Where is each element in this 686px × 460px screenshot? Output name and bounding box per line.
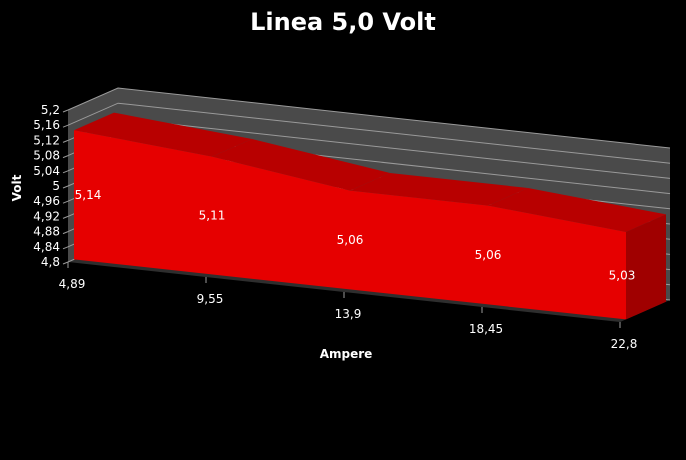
area-top-segment xyxy=(212,139,390,191)
y-tick-label: 5,16 xyxy=(33,118,60,132)
data-label: 5,14 xyxy=(75,188,102,202)
x-axis-tick-labels: 4,89 9,55 13,9 18,45 22,8 xyxy=(59,262,638,351)
y-tick-mark xyxy=(62,231,69,235)
y-tick-mark xyxy=(62,185,69,189)
y-tick-mark xyxy=(62,155,69,159)
gridline xyxy=(67,87,671,149)
y-tick-mark xyxy=(62,124,69,128)
y-tick-mark xyxy=(62,139,69,143)
data-label: 5,06 xyxy=(337,233,364,247)
area-top-segment xyxy=(350,173,528,206)
y-tick-mark xyxy=(62,109,69,113)
chart-title: Linea 5,0 Volt xyxy=(250,8,436,36)
data-label: 5,11 xyxy=(199,209,226,223)
y-axis-title: Volt xyxy=(10,174,24,201)
y-tick-label: 5,12 xyxy=(33,133,60,147)
x-tick-label: 13,9 xyxy=(335,307,362,321)
area-top-segment xyxy=(488,188,666,232)
data-labels: 5,14 5,11 5,06 5,06 5,03 xyxy=(75,188,636,283)
y-tick-label: 5,2 xyxy=(41,103,60,117)
y-tick-label: 5 xyxy=(52,179,60,193)
x-axis-title: Ampere xyxy=(320,347,373,361)
y-tick-label: 4,88 xyxy=(33,225,60,239)
gridline xyxy=(67,102,671,164)
area-top-segment xyxy=(74,112,252,157)
x-tick-label: 4,89 xyxy=(59,277,86,291)
area-front-face xyxy=(74,130,626,320)
y-tick-label: 4,84 xyxy=(33,240,60,254)
y-tick-mark xyxy=(62,200,69,204)
x-tick-label: 18,45 xyxy=(469,322,503,336)
y-tick-label: 4,8 xyxy=(41,255,60,269)
y-tick-label: 4,96 xyxy=(33,194,60,208)
y-tick-mark xyxy=(62,170,69,174)
y-tick-label: 5,08 xyxy=(33,149,60,163)
y-tick-mark xyxy=(62,261,69,265)
y-tick-label: 4,92 xyxy=(33,209,60,223)
y-tick-label: 5,04 xyxy=(33,164,60,178)
y-tick-mark xyxy=(62,215,69,219)
x-tick-label: 9,55 xyxy=(197,292,224,306)
area-series xyxy=(74,112,666,320)
area-side-face xyxy=(626,214,666,320)
data-label: 5,06 xyxy=(475,248,502,262)
y-tick-mark xyxy=(62,246,69,250)
x-tick-label: 22,8 xyxy=(611,337,638,351)
data-label: 5,03 xyxy=(609,269,636,283)
